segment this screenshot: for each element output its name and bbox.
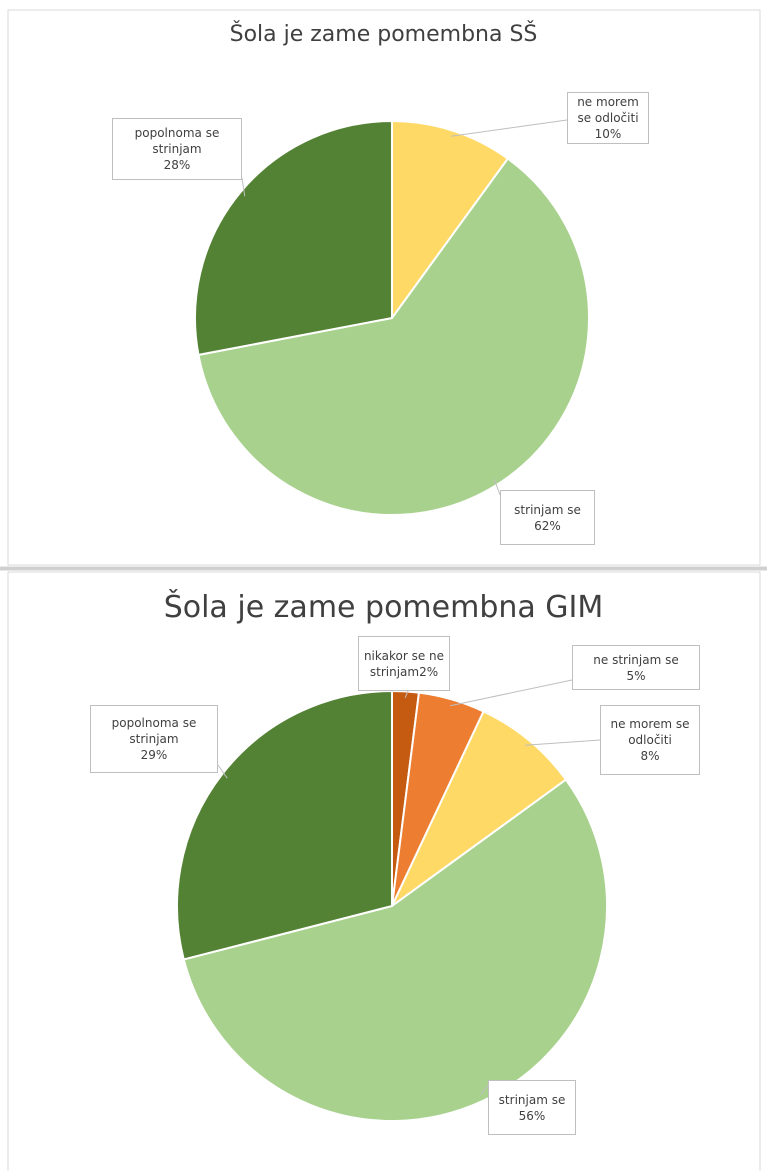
label-value: 62% xyxy=(534,518,561,533)
data-label: popolnoma se strinjam 29% xyxy=(90,705,218,773)
leader-line xyxy=(217,764,228,779)
leader-line xyxy=(450,679,573,707)
label-value: 5% xyxy=(626,668,646,683)
label-category: strinjam se xyxy=(498,1092,566,1107)
data-label: ne morem se odločiti 10% xyxy=(567,92,649,144)
data-label: ne morem se odločiti 8% xyxy=(600,705,700,775)
label-category: popolnoma se strinjam xyxy=(134,126,220,156)
pie-slice xyxy=(176,689,393,961)
leader-line xyxy=(404,690,409,699)
label-value: 29% xyxy=(140,748,168,762)
label-line: nikakor se ne strinjam2% xyxy=(362,648,446,680)
chart-frame xyxy=(7,571,761,1171)
data-label: ne strinjam se 5% xyxy=(572,645,700,690)
leader-line xyxy=(480,1084,489,1095)
label-value: 2% xyxy=(419,664,439,679)
pie-slice xyxy=(194,119,393,357)
data-label: strinjam se 62% xyxy=(500,490,595,545)
label-category: ne morem se odločiti xyxy=(610,717,690,747)
leader-line xyxy=(493,479,501,496)
pie-slice xyxy=(197,157,590,516)
data-label: nikakor se ne strinjam2% xyxy=(358,636,450,691)
data-label: popolnoma se strinjam 28% xyxy=(112,118,242,180)
label-category: strinjam se xyxy=(514,502,581,517)
chart-title: Šola je zame pomembna GIM xyxy=(163,590,604,625)
label-category: ne strinjam se xyxy=(593,652,679,667)
leader-line xyxy=(524,739,601,746)
leader-line xyxy=(450,119,568,137)
label-value: 56% xyxy=(518,1108,546,1123)
label-value: 8% xyxy=(640,749,660,763)
label-category: nikakor se ne strinjam xyxy=(363,648,445,679)
label-value: 28% xyxy=(163,158,191,172)
pie-slice xyxy=(391,710,568,907)
leader-line xyxy=(241,177,246,197)
label-category: ne morem se odločiti xyxy=(577,95,639,125)
chart-frame xyxy=(7,9,761,566)
pie-slice xyxy=(391,119,510,322)
data-label: strinjam se 56% xyxy=(488,1080,576,1135)
chart-title: Šola je zame pomembna SŠ xyxy=(229,22,538,47)
label-category: popolnoma se strinjam xyxy=(111,716,197,746)
label-value: 10% xyxy=(594,127,622,141)
pie-slice xyxy=(182,778,608,1122)
